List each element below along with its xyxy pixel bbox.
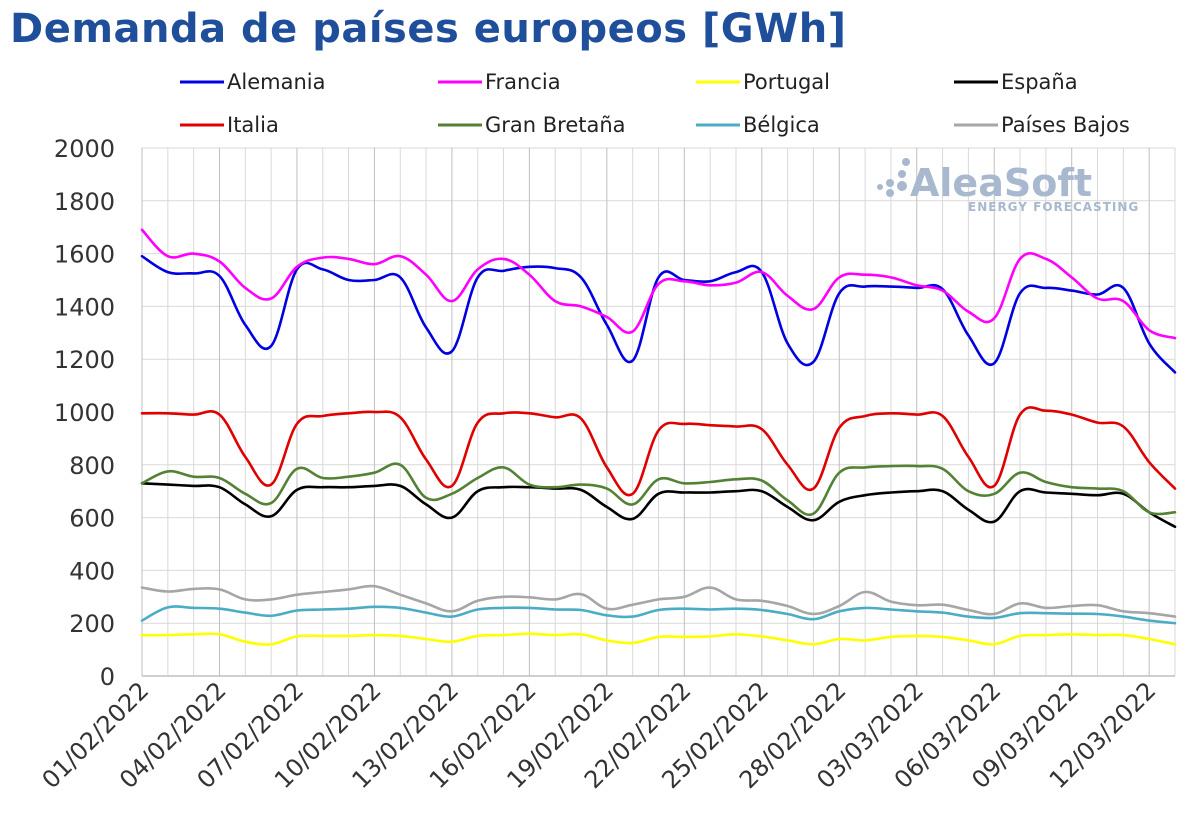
series-line-italia (140, 406, 1177, 497)
series-line-portugal (140, 632, 1177, 646)
legend-label: Portugal (743, 70, 830, 94)
y-tick-label: 0 (100, 663, 115, 691)
y-tick-label: 600 (69, 505, 115, 533)
legend-label: Gran Bretaña (485, 113, 626, 137)
y-tick-label: 1600 (54, 241, 115, 269)
y-axis-ticks: 0 200 400 600 800 1000 1200 1400 1600 1800 2000 (54, 135, 115, 691)
legend-label: España (1001, 70, 1078, 94)
series-line-alemania (140, 254, 1177, 374)
series-lines (140, 228, 1177, 646)
y-tick-label: 1800 (54, 188, 115, 216)
y-tick-label: 200 (69, 610, 115, 638)
series-line-bélgica (140, 605, 1177, 625)
y-tick-label: 2000 (54, 135, 115, 163)
series-line-países-bajos (140, 584, 1177, 618)
y-tick-label: 800 (69, 452, 115, 480)
legend-label: Francia (485, 70, 561, 94)
legend-label: Países Bajos (1001, 113, 1130, 137)
legend-label: Bélgica (743, 113, 820, 137)
legend-label: Italia (227, 113, 279, 137)
legend-label: Alemania (227, 70, 325, 94)
series-line-españa (140, 482, 1177, 529)
series-line-gran-bretaña (140, 462, 1177, 517)
x-axis-ticks: 01/02/202204/02/202207/02/202210/02/2022… (37, 676, 1162, 794)
y-tick-label: 1400 (54, 293, 115, 321)
watermark-main: AleaSoft (910, 161, 1092, 205)
watermark-logo-icon (877, 158, 910, 197)
y-tick-label: 400 (69, 557, 115, 585)
grid-lines (141, 147, 1176, 677)
legend: Alemania Francia Portugal España Italia Gran … (180, 70, 1130, 137)
y-tick-label: 1200 (54, 346, 115, 374)
watermark-sub: ENERGY FORECASTING (968, 200, 1139, 214)
y-tick-label: 1000 (54, 399, 115, 427)
series-line-francia (140, 228, 1177, 340)
watermark: AleaSoft ENERGY FORECASTING (877, 158, 1139, 214)
chart-title: Demanda de países europeos [GWh] (10, 6, 847, 52)
